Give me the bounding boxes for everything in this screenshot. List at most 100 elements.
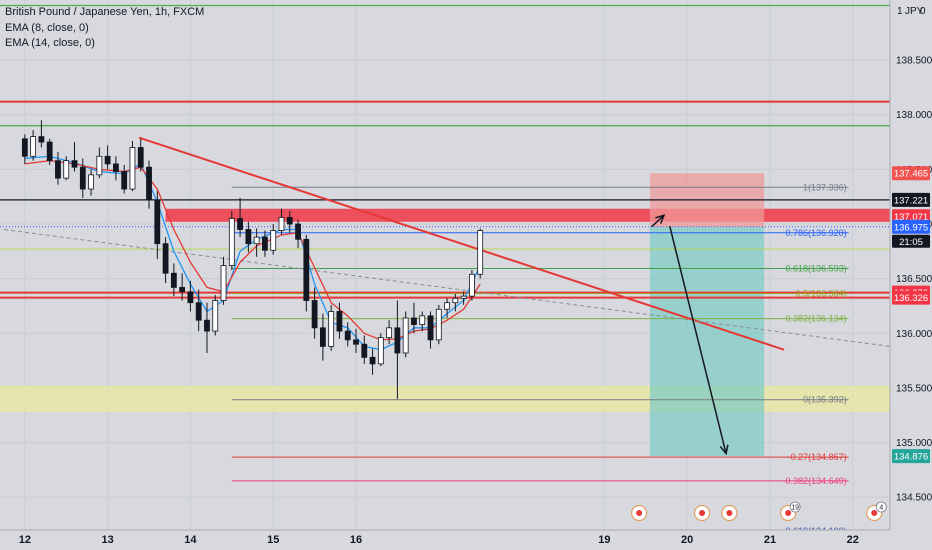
x-tick-label: 14 [184,534,197,546]
candle-body-down [46,141,53,162]
economic-events[interactable]: 19 4 [631,501,887,522]
fib-level-label: 0(135.392) [803,395,847,405]
legend-ema14: EMA (14, close, 0) [5,37,95,49]
candle-body-up [377,337,384,365]
arrow-head [719,444,729,456]
fib-level-label: -0.382(134.649) [783,476,847,486]
candle-body-down [71,160,78,168]
x-tick-label: 15 [267,534,279,546]
candle-body-up [452,297,459,304]
price-tag-label: 136.326 [894,293,928,304]
candles [21,120,484,399]
candle-body-up [435,308,442,341]
x-tick-label: 21 [764,534,776,546]
x-tick-label: 22 [847,534,859,546]
y-tick-label: 134.500 [896,493,932,504]
candle-body-up [469,273,475,297]
price-tag-label: 134.876 [894,452,928,463]
price-tag-label: 137.221 [894,195,928,206]
candle-body-down [295,223,301,240]
price-tag-label: 137.071 [894,212,928,223]
trendline[interactable] [138,136,785,351]
candle-body-up [212,300,219,332]
fib-level-label: 1(137.336) [803,182,847,192]
price-tag [892,290,930,305]
candle-body-up [63,160,70,179]
candle-body-down [336,311,343,332]
event-dot-icon [726,510,733,516]
price-tag [892,219,930,234]
candle-body-down [361,343,368,358]
candle-body-down [245,229,252,245]
fib-level-label: 0.618(136.593) [786,263,847,273]
candle-body-down [237,218,243,230]
short-position-tool[interactable] [649,173,765,457]
candle-body-down [162,243,169,274]
chart-title: British Pound / Japanese Yen, 1h, FXCM [5,6,204,18]
price-tags: 137.465137.221137.071136.97521:05136.372… [892,166,930,464]
candle-body-up [270,230,277,251]
candle-body-down [137,147,144,168]
legend: British Pound / Japanese Yen, 1h, FXCM E… [5,6,204,49]
candle-body-down [286,217,293,225]
candle-body-up [253,236,260,245]
x-tick-label: 13 [102,534,114,546]
candle-body-down [411,317,417,325]
candle-body-down [311,300,318,329]
candle-body-down [146,166,152,201]
fib-level-label: -0.27(134.867) [788,452,847,462]
candle-body-down [55,160,61,179]
candle-body-down [21,138,28,157]
arrow-head [655,214,666,224]
price-tag-label: 137.465 [894,169,928,180]
axis-zero-label: 0 [920,6,926,17]
legend-ema8: EMA (8, close, 0) [5,22,89,34]
resistance-zone[interactable] [165,208,890,222]
candle-body-down [195,302,202,321]
candle-body-down [104,155,111,165]
event-dot-icon [636,510,643,516]
candle-body-up [444,302,450,310]
candle-body-up [328,311,335,347]
candle-body-up [30,136,37,157]
candle-body-up [477,230,484,275]
y-tick-label: 135.500 [896,383,932,394]
candle-body-down [262,236,268,251]
price-tag [892,166,930,181]
event-badge [875,501,887,513]
x-tick-label: 20 [681,534,693,546]
fib-level-label: 0.786(136.920) [786,228,847,238]
price-tag-label: 136.975 [894,222,928,233]
take-profit-area[interactable] [649,227,765,457]
candle-body-down [113,163,119,172]
candle-body-down [154,199,161,245]
price-tag [892,192,930,207]
candle-body-down [170,272,177,288]
arrow-shaft [651,214,665,228]
currency-label: JPY [905,6,924,17]
y-tick-label: 136.500 [896,274,932,285]
time-axis-ticks: 12 13 14 15 16 19 20 21 22 [19,534,859,546]
arrow-shaft [669,226,727,454]
trendlines[interactable] [4,136,891,351]
fib-level-label: 0.382(136.134) [786,314,847,324]
event-badge-count: 19 [791,505,799,512]
candle-body-down [353,339,359,345]
x-tick-label: 16 [350,534,362,546]
candle-body-down [121,171,128,190]
dashed-trendline[interactable] [4,228,891,347]
candle-body-up [129,147,136,190]
y-tick-label: 136.000 [896,329,932,340]
y-tick-label: 138.000 [896,110,932,121]
candle-body-up [402,317,409,354]
arrows [651,214,729,456]
candle-body-down [427,315,434,341]
candle-body-down [344,330,351,341]
candle-body-up [96,155,103,176]
x-tick-label: 12 [19,534,31,546]
candle-body-down [187,291,194,304]
time-axis[interactable] [0,530,932,550]
